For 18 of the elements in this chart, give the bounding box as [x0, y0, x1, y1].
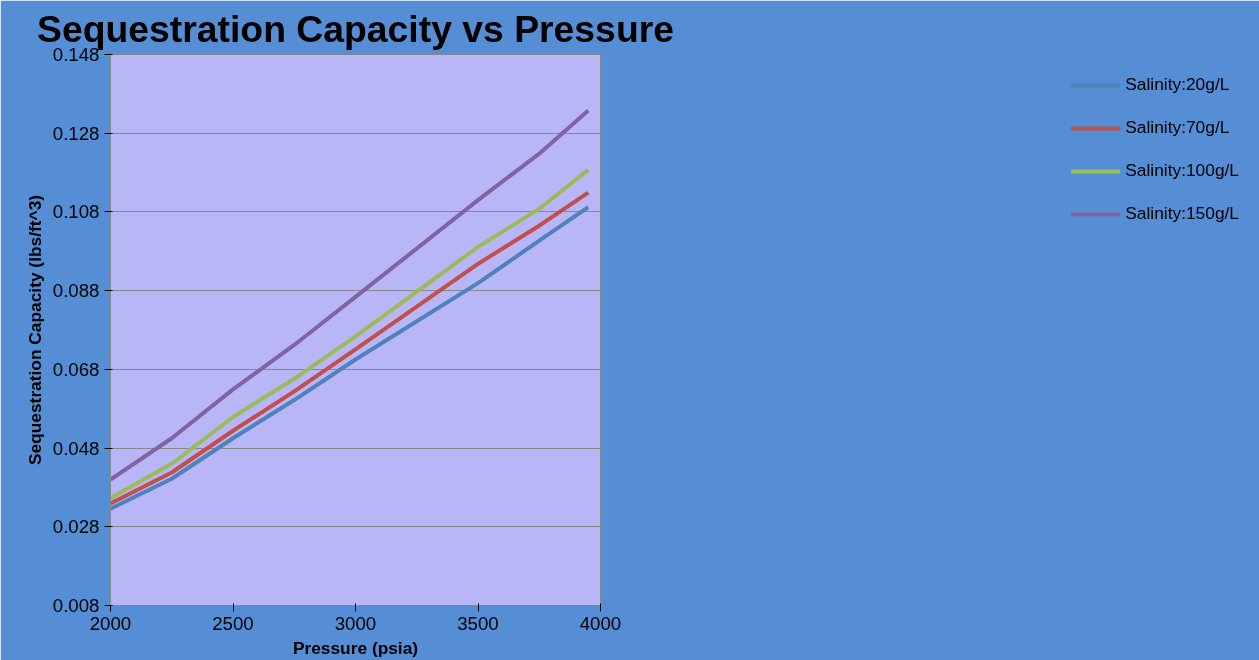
y-axis-title: Sequestration Capacity (lbs/ft^3): [24, 194, 45, 466]
legend-label: Salinity:150g/L: [1125, 203, 1239, 224]
line-series: [110, 108, 591, 482]
y-tick-label: 0.128: [52, 122, 100, 144]
x-tick-label: 2500: [212, 612, 254, 634]
legend-label: Salinity:100g/L: [1125, 160, 1239, 181]
x-tick-label: 4000: [579, 612, 622, 634]
chart-title: Sequestration Capacity vs Pressure: [37, 7, 674, 50]
legend-label: Salinity:20g/L: [1125, 74, 1230, 95]
y-tick-label: 0.028: [52, 516, 100, 538]
y-tick-label: 0.048: [52, 437, 100, 459]
y-tick-label: 0.108: [52, 201, 100, 223]
x-tick-label: 3000: [334, 612, 377, 634]
y-tick-label: 0.068: [52, 358, 100, 380]
y-tick-label: 0.088: [52, 280, 100, 302]
legend-label: Salinity:70g/L: [1125, 117, 1230, 138]
x-tick-label: 3500: [457, 612, 499, 634]
x-axis-title: Pressure (psia): [292, 637, 419, 658]
